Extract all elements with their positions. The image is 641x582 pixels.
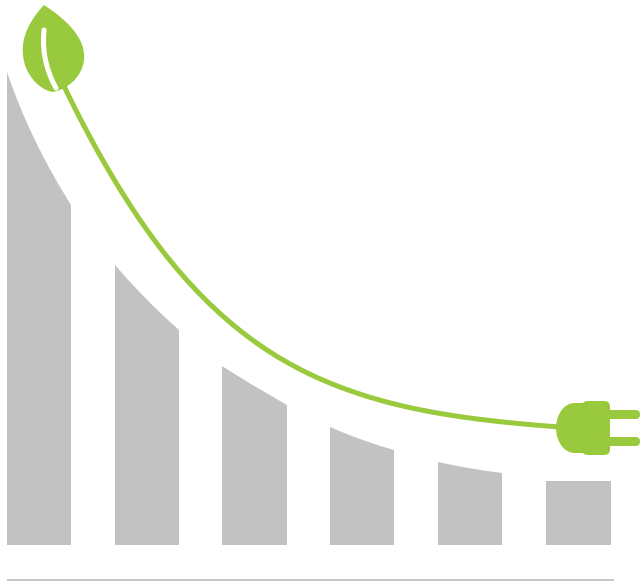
leaf-icon	[22, 5, 85, 92]
power-plug-icon	[556, 401, 640, 455]
bar-6	[546, 481, 611, 545]
bar-3	[222, 366, 287, 545]
bar-2	[115, 265, 179, 545]
bar-1	[7, 72, 71, 545]
bar-4	[330, 427, 394, 545]
bar-5	[438, 462, 502, 545]
bars-group	[7, 72, 611, 545]
power-cord	[59, 79, 563, 430]
